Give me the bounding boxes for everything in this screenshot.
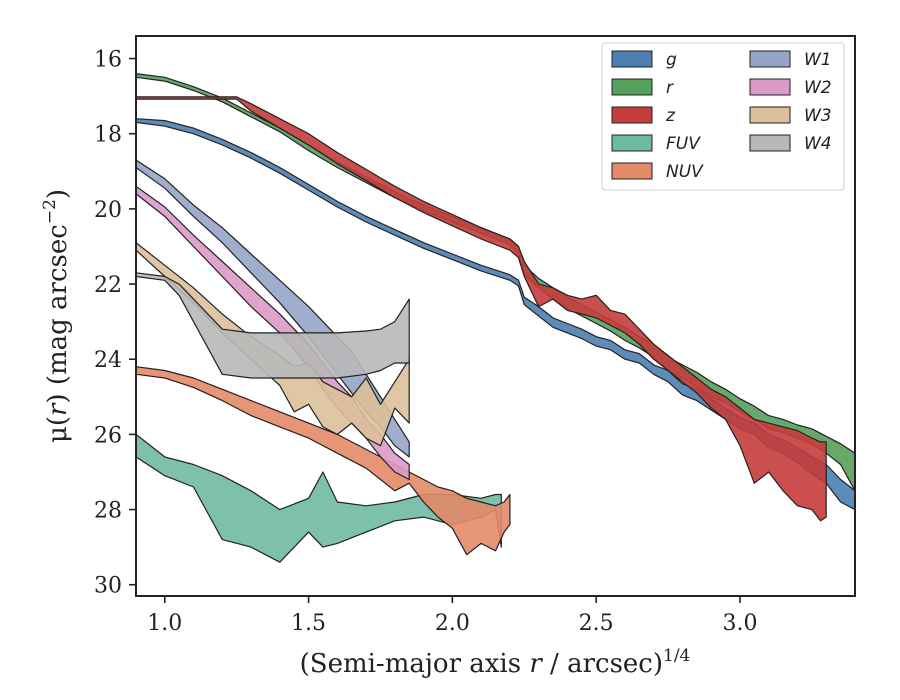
legend-label-w2: W2 [804,78,832,98]
x-axis-label: (Semi-major axis r / arcsec)1/4 [300,646,691,679]
y-tick-label: 30 [94,574,122,599]
legend-label-g: g [666,50,677,70]
x-axis-label-sup: 1/4 [663,646,690,666]
series-band-nuv [136,366,511,556]
x-tick-label: 2.5 [579,611,614,636]
series-band-g [136,118,855,511]
legend-label-nuv: NUV [666,162,704,182]
y-tick-label: 26 [94,423,122,448]
y-axis: 16 18 20 22 24 26 28 30 [94,48,136,599]
y-axis-label-close: ) [43,189,73,199]
series-layer [136,72,855,563]
legend-swatch-w2 [749,78,791,96]
y-tick-label: 18 [94,123,122,148]
legend-label-w3: W3 [804,106,832,126]
y-axis-label-sup: −2 [40,199,60,224]
legend-swatch-z [611,106,653,124]
legend-swatch-w3 [749,106,791,124]
y-tick-label: 20 [94,198,122,223]
y-tick-label: 28 [94,499,122,524]
legend-label-w1: W1 [804,50,832,70]
legend-swatch-w4 [749,134,791,152]
y-axis-label-tail: ) (mag arcsec [43,224,73,403]
legend-label-fuv: FUV [666,134,701,154]
x-tick-label: 3.0 [722,611,757,636]
x-tick-label: 1.0 [147,611,182,636]
legend-swatch-w1 [749,50,791,68]
legend-label-r: r [666,78,674,98]
x-axis: 1.0 1.5 2.0 2.5 3.0 [147,596,757,636]
legend: grz FUV NUV W1 W2 W3 W4 [601,42,845,191]
series-band-z [136,96,827,522]
x-axis-label-tail: / arcsec) [542,649,663,679]
y-axis-label-main: μ( [43,416,73,443]
y-tick-label: 16 [94,48,122,73]
legend-swatch-g [611,50,653,68]
x-tick-label: 2.0 [435,611,470,636]
y-axis-label-var: r [43,402,73,416]
legend-label-w4: W4 [804,134,832,154]
series-band-fuv [136,433,502,563]
y-axis-label: μ(r) (mag arcsec−2) [40,189,73,443]
x-tick-label: 1.5 [291,611,326,636]
y-tick-label: 24 [94,348,122,373]
legend-swatch-nuv [611,162,653,180]
series-band-w4 [136,272,410,379]
legend-label-z: z [665,106,676,126]
plot-frame [135,35,856,597]
x-axis-label-main: (Semi-major axis [300,649,530,679]
legend-swatch-r [611,78,653,96]
x-axis-label-var: r [529,649,543,679]
y-tick-label: 22 [94,273,122,298]
legend-swatch-fuv [611,134,653,152]
